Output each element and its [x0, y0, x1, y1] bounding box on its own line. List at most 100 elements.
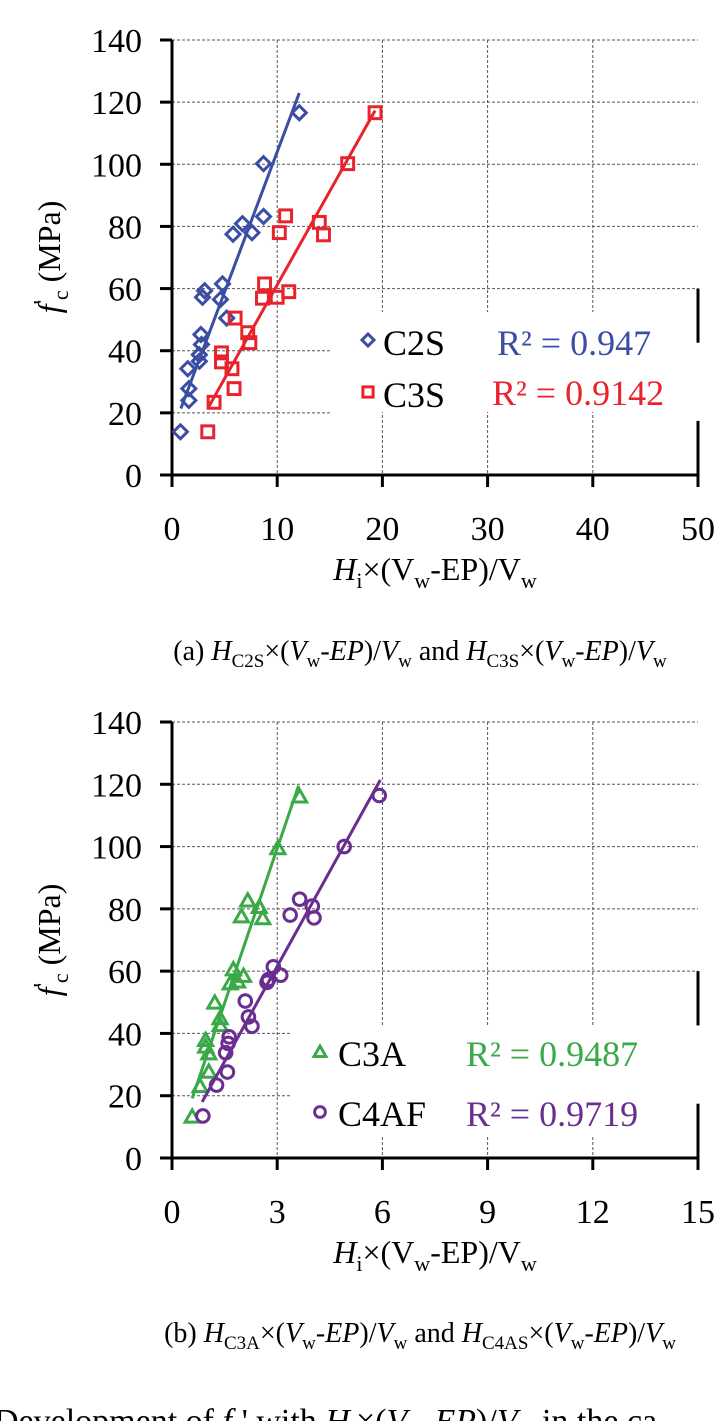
circle-marker — [219, 1064, 236, 1080]
x-tick-label: 10 — [260, 511, 294, 548]
x-axis-title-part: ×(V — [362, 1234, 414, 1270]
triangle-marker — [249, 897, 269, 915]
x-axis-title-part: w — [521, 568, 537, 593]
x-axis-title-part: w — [414, 1251, 430, 1276]
circle-marker — [208, 1077, 225, 1093]
x-axis-title-part: i — [356, 568, 362, 593]
caption-part: w — [398, 651, 412, 672]
circle-marker — [217, 1044, 234, 1061]
triangle-marker — [253, 908, 273, 926]
caption-part: w — [662, 1333, 676, 1354]
series-C4AF — [195, 779, 388, 1124]
x-axis-title-part: w — [521, 1251, 537, 1276]
circle-marker — [371, 787, 388, 804]
caption-part: V — [636, 636, 656, 667]
circle-marker — [244, 1018, 260, 1035]
triangle-marker — [190, 1076, 210, 1094]
x-tick-label: 30 — [471, 511, 505, 548]
x-tick-label: 9 — [479, 1194, 496, 1231]
diamond-marker — [171, 422, 190, 441]
legend-background — [352, 312, 694, 412]
diamond-marker — [195, 281, 214, 300]
diamond-marker — [254, 154, 273, 173]
square-marker — [206, 394, 222, 410]
caption-part: w — [394, 1333, 408, 1354]
circle-marker — [291, 891, 308, 908]
caption-part: H — [210, 636, 233, 667]
caption-part: w — [653, 651, 667, 672]
x-tick-label: 20 — [365, 511, 399, 548]
caption-part: EP — [593, 1318, 628, 1349]
y-tick-label: 60 — [108, 272, 142, 309]
r-squared-label: R² = 0.947 — [497, 323, 651, 363]
y-tick-label: 0 — [125, 1141, 142, 1178]
circle-marker — [240, 1009, 257, 1025]
square-marker — [242, 335, 258, 351]
diamond-marker — [192, 335, 211, 354]
y-tick-label: 140 — [91, 23, 142, 60]
circle-marker — [306, 910, 322, 926]
trendline-C3S — [206, 109, 377, 410]
y-tick-label: 20 — [108, 1079, 142, 1116]
caption-part: and — [412, 636, 466, 667]
caption-part: ×( — [519, 636, 544, 667]
caption-part: C2S — [232, 651, 265, 672]
x-tick-label: 50 — [681, 511, 715, 548]
y-axis-title: f'c (MPa) — [30, 884, 73, 997]
diamond-marker — [178, 359, 197, 378]
legend-label: C4AF — [338, 1094, 426, 1134]
y-tick-label: 80 — [108, 892, 142, 929]
x-axis-title: Hi×(Vw-EP)/Vw — [332, 1234, 537, 1276]
x-tick-label: 0 — [164, 1194, 181, 1231]
square-marker — [316, 227, 331, 243]
triangle-marker — [223, 959, 243, 977]
caption-part: H — [465, 636, 488, 667]
square-marker — [255, 290, 270, 306]
legend-marker-C4AF — [313, 1105, 327, 1119]
caption-part: V — [554, 1318, 574, 1349]
caption-part: V — [544, 636, 564, 667]
legend-marker-C3A — [311, 1042, 329, 1058]
y-tick-label: 100 — [91, 147, 142, 184]
triangle-marker — [210, 1008, 230, 1026]
diamond-marker — [290, 103, 309, 122]
series-C3A — [182, 785, 310, 1124]
diamond-marker — [191, 325, 211, 344]
triangle-marker — [233, 966, 254, 983]
legend-marker-C2S — [359, 331, 377, 349]
legend-label: C3S — [383, 375, 445, 415]
caption-part: V — [289, 636, 309, 667]
caption-part: - — [316, 1318, 325, 1349]
x-tick-label: 15 — [681, 1194, 715, 1231]
figure-caption: Development of fc' with Hi×(Vw-EP)/Vw in… — [0, 1403, 657, 1421]
caption-part: H — [203, 1318, 226, 1349]
y-tick-label: 120 — [91, 85, 142, 122]
y-axis-title: f'c (MPa) — [30, 201, 73, 314]
caption-part: EP — [329, 636, 364, 667]
square-marker — [340, 156, 356, 172]
x-tick-label: 3 — [269, 1194, 286, 1231]
caption-part: )/ — [628, 1318, 645, 1349]
circle-marker — [220, 1035, 236, 1052]
caption-part: ×( — [264, 636, 289, 667]
triangle-marker — [268, 838, 288, 856]
caption-part: - — [575, 636, 584, 667]
square-marker — [213, 345, 229, 361]
panel-caption: (a) HC2S×(Vw-EP)/Vw and HC3S×(Vw-EP)/Vw — [173, 636, 667, 672]
circle-marker — [237, 993, 254, 1009]
square-marker — [213, 354, 229, 370]
legend-label: C2S — [383, 323, 445, 363]
x-tick-label: 12 — [576, 1194, 610, 1231]
triangle-marker — [231, 906, 252, 924]
r-squared-label: R² = 0.9487 — [466, 1034, 638, 1074]
square-marker — [240, 325, 256, 341]
caption-part: )/ — [364, 636, 381, 667]
square-marker — [278, 208, 294, 224]
caption-part: V — [285, 1318, 305, 1349]
caption-part: w — [307, 651, 321, 672]
y-tick-label: 0 — [125, 458, 142, 495]
caption-part: EP — [584, 636, 619, 667]
y-tick-label: 140 — [91, 705, 142, 742]
